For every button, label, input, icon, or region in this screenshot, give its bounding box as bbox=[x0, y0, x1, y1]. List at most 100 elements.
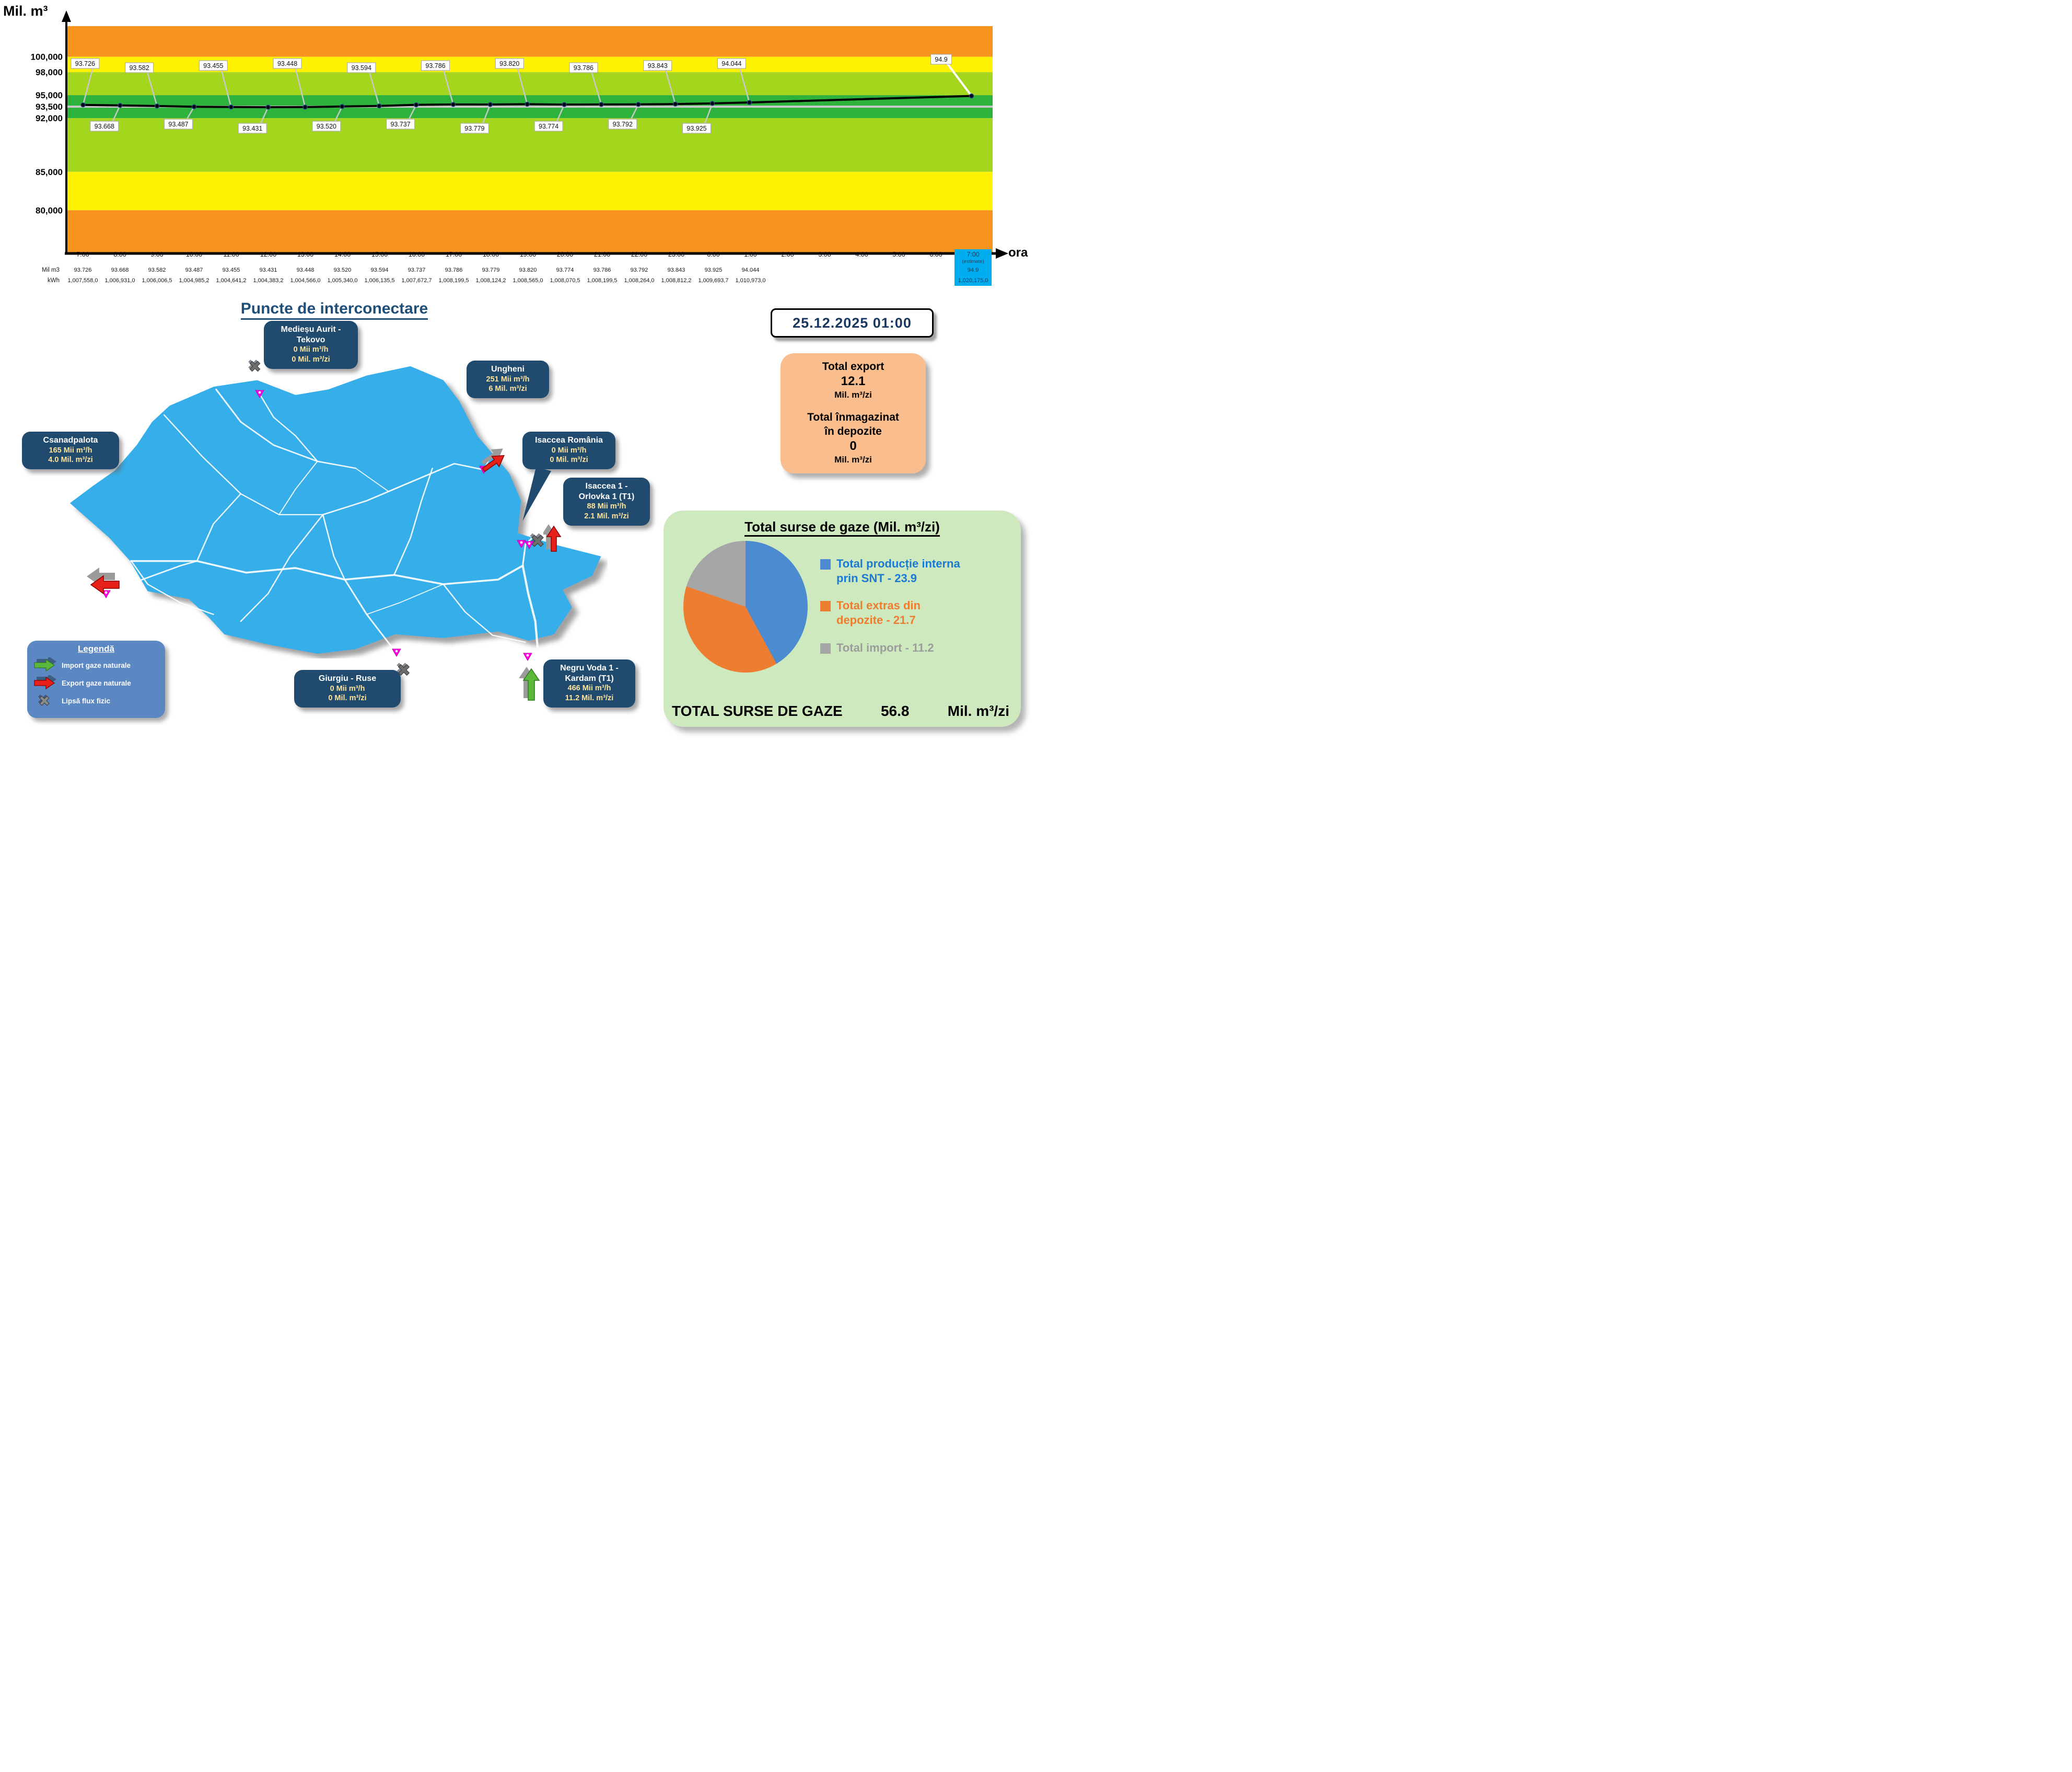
legend-item-label: Lipsă flux fizic bbox=[62, 697, 111, 705]
point-flow-hour: 165 Mii m³/h bbox=[49, 446, 92, 455]
point-flow-day: 2.1 Mil. m³/zi bbox=[584, 512, 629, 520]
svg-text:94.044: 94.044 bbox=[721, 60, 741, 67]
svg-text:93,500: 93,500 bbox=[36, 102, 63, 112]
interconnection-point-isaccea1-orlovka1: Isaccea 1 - Orlovka 1 (T1) 88 Mii m³/h 2… bbox=[563, 478, 650, 526]
legend-swatch-gray bbox=[820, 643, 831, 654]
pie-legend-item: Total import - 11.2 bbox=[820, 641, 1015, 655]
svg-text:93.792: 93.792 bbox=[613, 121, 633, 128]
table-column: 6:00 bbox=[929, 251, 942, 258]
total-export-value: 12.1 bbox=[841, 374, 866, 389]
point-title: Tekovo bbox=[296, 335, 325, 344]
table-row-labels: Mil m3 kWh bbox=[42, 267, 60, 284]
point-title: Isaccea România bbox=[535, 436, 603, 445]
table-column: 21:00 93.786 1,008,199,5 bbox=[587, 251, 618, 284]
point-flow-day: 0 Mil. m³/zi bbox=[550, 456, 588, 465]
svg-text:93.779: 93.779 bbox=[464, 125, 484, 132]
svg-text:94.9: 94.9 bbox=[935, 56, 947, 63]
interconnection-point-mediesu-aurit-tekovo: Medieșu Aurit - Tekovo 0 Mii m³/h 0 Mil.… bbox=[264, 321, 358, 369]
total-export-unit: Mil. m³/zi bbox=[834, 390, 872, 400]
svg-text:100,000: 100,000 bbox=[31, 52, 63, 62]
svg-text:93.820: 93.820 bbox=[499, 60, 519, 67]
svg-text:93.431: 93.431 bbox=[242, 125, 262, 132]
pie-legend-item: Total producție interna prin SNT - 23.9 bbox=[820, 557, 1015, 586]
table-column: 18:00 93.779 1,008,124,2 bbox=[475, 251, 506, 284]
point-flow-day: 0 Mil. m³/zi bbox=[292, 355, 330, 364]
interconnection-point-giurgiu-ruse: Giurgiu - Ruse 0 Mii m³/h 0 Mil. m³/zi bbox=[294, 670, 401, 708]
location-marker-icon bbox=[392, 648, 401, 657]
x-axis-title: ora bbox=[1008, 246, 1028, 260]
svg-text:95,000: 95,000 bbox=[36, 90, 63, 100]
point-flow-day: 6 Mil. m³/zi bbox=[488, 385, 527, 393]
table-column: 16:00 93.737 1,007,672,7 bbox=[401, 251, 432, 284]
svg-text:93.455: 93.455 bbox=[203, 62, 223, 70]
map-legend: Legendă Import gaze naturale Export gaze… bbox=[27, 641, 165, 718]
table-column: 15:00 93.594 1,006,135,5 bbox=[364, 251, 395, 284]
point-flow-day: 0 Mil. m³/zi bbox=[328, 694, 367, 703]
table-column: 7:00 (estimate) 94.9 1,020,175,0 bbox=[954, 249, 992, 286]
location-marker-icon bbox=[525, 541, 534, 549]
hourly-values-table: Mil m3 kWh 7:00 93.726 1,007,558,0 8:00 93.668… bbox=[19, 249, 992, 286]
svg-text:80,000: 80,000 bbox=[36, 205, 63, 215]
pie-legend-item: Total extras din depozite - 21.7 bbox=[820, 598, 1015, 628]
table-column: 10:00 93.487 1,004,985,2 bbox=[179, 251, 209, 284]
point-title: Giurgiu - Ruse bbox=[318, 674, 377, 683]
svg-text:98,000: 98,000 bbox=[36, 67, 63, 77]
legend-item-label: Export gaze naturale bbox=[62, 679, 131, 687]
export-arrow-icon bbox=[34, 675, 56, 690]
no-flow-x-icon bbox=[397, 663, 410, 676]
table-column: 19:00 93.820 1,008,565,0 bbox=[513, 251, 543, 284]
table-column: 20:00 93.774 1,008,070,5 bbox=[550, 251, 580, 284]
gas-dashboard: Mil. m³ 100,000 98,000 95,000 93,500 92,000 8… bbox=[0, 0, 1036, 886]
point-flow-hour: 251 Mii m³/h bbox=[486, 375, 530, 384]
point-flow-hour: 0 Mii m³/h bbox=[551, 446, 587, 455]
point-title: Medieșu Aurit - bbox=[281, 325, 341, 334]
total-storage-unit: Mil. m³/zi bbox=[834, 455, 872, 465]
export-arrow-icon bbox=[87, 567, 120, 595]
total-storage-value: 0 bbox=[849, 439, 857, 454]
table-column: 23:00 93.843 1,008,812,2 bbox=[661, 251, 692, 284]
location-marker-icon bbox=[523, 653, 532, 661]
svg-text:93.925: 93.925 bbox=[686, 125, 706, 132]
interconnection-point-isaccea-romania: Isaccea România 0 Mii m³/h 0 Mil. m³/zi bbox=[522, 432, 615, 525]
svg-text:93.843: 93.843 bbox=[648, 62, 668, 70]
sources-title: Total surse de gaze (Mil. m³/zi) bbox=[663, 519, 1021, 537]
export-storage-summary: Total export 12.1 Mil. m³/zi Total înmag… bbox=[781, 353, 926, 474]
map-title: Puncte de interconectare bbox=[186, 300, 483, 320]
total-storage-label: în depozite bbox=[824, 425, 882, 437]
y-axis-title: Mil. m³ bbox=[3, 3, 48, 19]
svg-text:93.582: 93.582 bbox=[129, 64, 149, 72]
location-marker-icon bbox=[517, 540, 526, 548]
svg-text:93.726: 93.726 bbox=[75, 60, 95, 67]
point-title: Orlovka 1 (T1) bbox=[578, 492, 635, 501]
import-arrow-icon bbox=[519, 667, 540, 701]
interconnection-point-csanadpalota: Csanadpalota 165 Mii m³/h 4.0 Mil. m³/zi bbox=[22, 432, 119, 470]
point-flow-hour: 0 Mii m³/h bbox=[330, 684, 365, 693]
point-flow-hour: 466 Mii m³/h bbox=[567, 684, 611, 693]
svg-text:93.737: 93.737 bbox=[390, 121, 410, 128]
interconnection-point-ungheni: Ungheni 251 Mii m³/h 6 Mil. m³/zi bbox=[467, 361, 549, 399]
datetime-text: 25.12.2025 01:00 bbox=[793, 315, 912, 331]
pie-legend: Total producție interna prin SNT - 23.9 T… bbox=[820, 557, 1015, 668]
svg-text:92,000: 92,000 bbox=[36, 113, 63, 123]
point-flow-day: 4.0 Mil. m³/zi bbox=[48, 456, 93, 465]
table-column: 5:00 bbox=[892, 251, 905, 258]
svg-text:93.668: 93.668 bbox=[95, 123, 114, 130]
table-column: 12:00 93.431 1,004,383,2 bbox=[253, 251, 284, 284]
svg-text:85,000: 85,000 bbox=[36, 167, 63, 177]
svg-text:93.594: 93.594 bbox=[352, 64, 371, 72]
total-storage-label: Total înmagazinat bbox=[807, 411, 899, 423]
table-column: 0:00 93.925 1,009,693,7 bbox=[698, 251, 729, 284]
point-flow-hour: 0 Mii m³/h bbox=[293, 345, 329, 354]
point-title: Negru Voda 1 - bbox=[560, 664, 619, 673]
point-title: Isaccea 1 - bbox=[585, 482, 628, 491]
table-column: 1:00 94.044 1,010,973,0 bbox=[735, 251, 766, 284]
table-column: 3:00 bbox=[818, 251, 831, 258]
point-title: Kardam (T1) bbox=[565, 674, 614, 683]
table-column: 2:00 bbox=[781, 251, 794, 258]
legend-item-import: Import gaze naturale bbox=[27, 656, 165, 674]
import-arrow-icon bbox=[34, 657, 56, 672]
legend-item-no-flow: Lipsă flux fizic bbox=[27, 692, 165, 710]
legend-title: Legendă bbox=[78, 644, 114, 654]
location-marker-icon bbox=[101, 590, 111, 598]
